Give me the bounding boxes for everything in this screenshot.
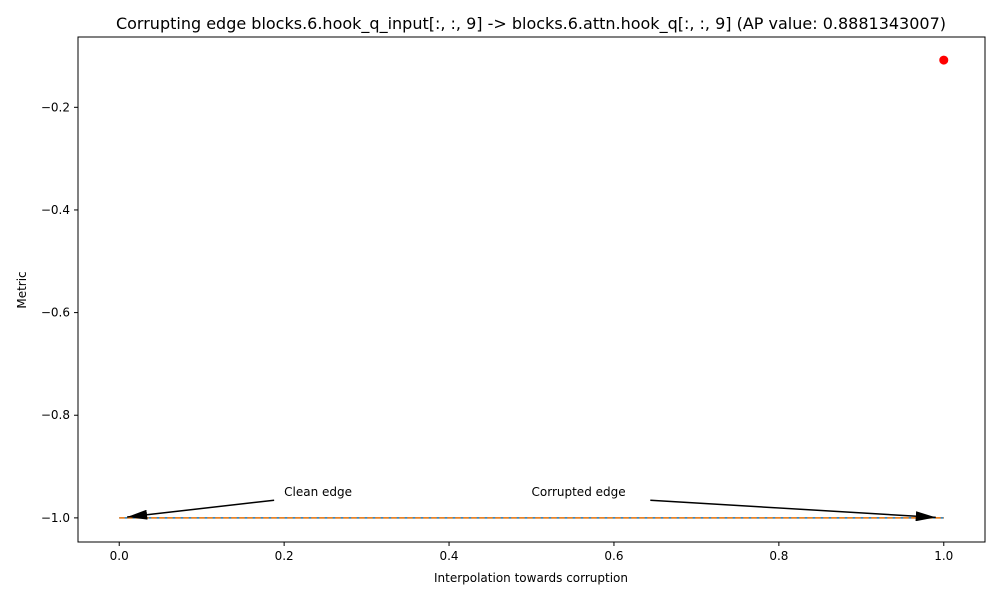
plot-frame bbox=[77, 36, 986, 543]
y-axis-title: Metric bbox=[15, 271, 29, 308]
x-tick-label: 0.0 bbox=[110, 549, 129, 563]
annotation-arrow-1 bbox=[127, 499, 275, 520]
plot-area: Clean edge Corrupted edge 0.0 0.2 0.4 0.6 0.8 1… bbox=[41, 36, 986, 563]
y-tick-label: −0.6 bbox=[41, 306, 70, 320]
y-tick-label: −1.0 bbox=[41, 511, 70, 525]
chart-title: Corrupting edge blocks.6.hook_q_input[:,… bbox=[116, 14, 946, 34]
x-tick-label: 0.2 bbox=[275, 549, 294, 563]
data-point-1 bbox=[939, 55, 949, 65]
y-tick-label: −0.4 bbox=[41, 203, 70, 217]
x-tick-label: 0.8 bbox=[769, 549, 788, 563]
y-tick-label: −0.2 bbox=[41, 100, 70, 114]
y-tick-label: −0.8 bbox=[41, 408, 70, 422]
annotation-arrow-2 bbox=[650, 499, 936, 522]
annotation-label-2: Corrupted edge bbox=[532, 485, 626, 499]
x-tick-label: 1.0 bbox=[934, 549, 953, 563]
x-axis-title: Interpolation towards corruption bbox=[434, 571, 628, 585]
x-tick-label: 0.4 bbox=[439, 549, 458, 563]
x-tick-label: 0.6 bbox=[604, 549, 623, 563]
annotation-label-1: Clean edge bbox=[284, 485, 352, 499]
